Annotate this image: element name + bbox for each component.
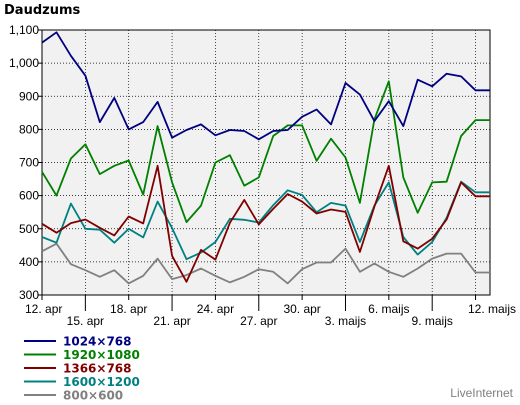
x-axis-ticks: 12. apr 15. apr 18. apr 21. apr 24. apr 27. a… xyxy=(25,295,516,328)
liveinternet-brand: LiveInternet xyxy=(450,386,513,400)
x-tick-label: 9. maijs xyxy=(412,314,453,328)
y-tick-label: 300 xyxy=(19,288,39,302)
series-line-3 xyxy=(41,180,490,261)
x-tick-label: 18. apr xyxy=(110,302,147,316)
x-tick-label: 27. apr xyxy=(240,314,277,328)
x-tick-label: 12. maijs xyxy=(468,302,516,316)
legend: 1024×7681920×10801366×7681600×1200800×60… xyxy=(24,335,140,403)
x-tick-label: 30. apr xyxy=(283,302,320,316)
y-tick-label: 1,000 xyxy=(9,56,39,70)
y-tick-label: 1,100 xyxy=(9,23,39,37)
series-line-0 xyxy=(41,31,490,141)
x-tick-label: 21. apr xyxy=(153,314,190,328)
y-tick-label: 800 xyxy=(19,122,39,136)
legend-label-4: 800×600 xyxy=(63,389,123,403)
x-tick-label: 24. apr xyxy=(197,302,234,316)
legend-label-3: 1600×1200 xyxy=(63,375,140,389)
legend-label-0: 1024×768 xyxy=(63,335,132,349)
y-tick-label: 900 xyxy=(19,89,39,103)
series-lines xyxy=(41,31,490,285)
y-tick-label: 700 xyxy=(19,156,39,170)
x-tick-label: 15. apr xyxy=(67,314,104,328)
x-tick-label: 6. maijs xyxy=(368,302,409,316)
x-tick-label: 12. apr xyxy=(25,302,62,316)
y-axis-ticks: 300 400 500 600 700 800 900 1,000 1,100 xyxy=(9,23,42,302)
y-tick-label: 400 xyxy=(19,255,39,269)
plot-area xyxy=(41,29,491,296)
series-line-4 xyxy=(41,242,490,285)
y-axis-title: Daudzums xyxy=(4,3,80,18)
y-tick-label: 500 xyxy=(19,222,39,236)
y-tick-label: 600 xyxy=(19,189,39,203)
series-line-1 xyxy=(41,80,490,224)
series-line-2 xyxy=(41,164,490,283)
legend-label-1: 1920×1080 xyxy=(63,348,140,362)
x-tick-label: 3. maijs xyxy=(325,314,366,328)
legend-label-2: 1366×768 xyxy=(63,362,132,376)
